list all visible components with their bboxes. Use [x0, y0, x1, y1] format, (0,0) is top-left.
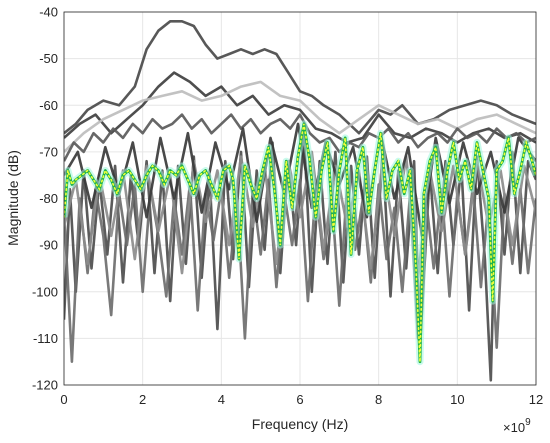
plot-frame: [63, 11, 537, 386]
series-line-upper-envelope-dark: [64, 19, 536, 135]
y-axis-label: Magnitude (dB): [5, 150, 21, 246]
x-axis-label: Frequency (Hz): [252, 416, 348, 432]
x-tick-label: 0: [60, 392, 67, 407]
y-tick-label: -90: [39, 238, 58, 253]
y-tick-labels: -40 -50 -60 -70 -80 -90 -100 -110 -120: [32, 5, 58, 393]
series-line-mid-dark: [64, 71, 536, 144]
x-tick-label: 10: [450, 392, 464, 407]
y-tick-label: -120: [32, 378, 58, 393]
x-tick-label: 12: [529, 392, 543, 407]
y-tick-label: -110: [33, 331, 58, 346]
y-tick-label: -70: [39, 144, 58, 159]
highlight-dots: [64, 123, 536, 362]
x-exponent-base: ×10: [503, 420, 525, 435]
y-tick-label: -50: [39, 51, 58, 66]
x-exponent-power: 9: [525, 417, 531, 428]
x-exponent-label: ×109: [503, 417, 531, 435]
x-tick-labels: 0 2 4 6 8 10 12: [60, 392, 543, 407]
y-tick-label: -60: [39, 98, 58, 113]
y-tick-label: -40: [39, 5, 58, 20]
x-tick-label: 6: [296, 392, 303, 407]
y-tick-label: -80: [39, 191, 58, 206]
series-layer: [64, 19, 536, 382]
y-tick-label: -100: [32, 284, 58, 299]
series-line-band-top-noise: [64, 113, 536, 162]
x-tick-label: 8: [375, 392, 382, 407]
x-tick-label: 2: [139, 392, 146, 407]
x-tick-label: 4: [218, 392, 225, 407]
